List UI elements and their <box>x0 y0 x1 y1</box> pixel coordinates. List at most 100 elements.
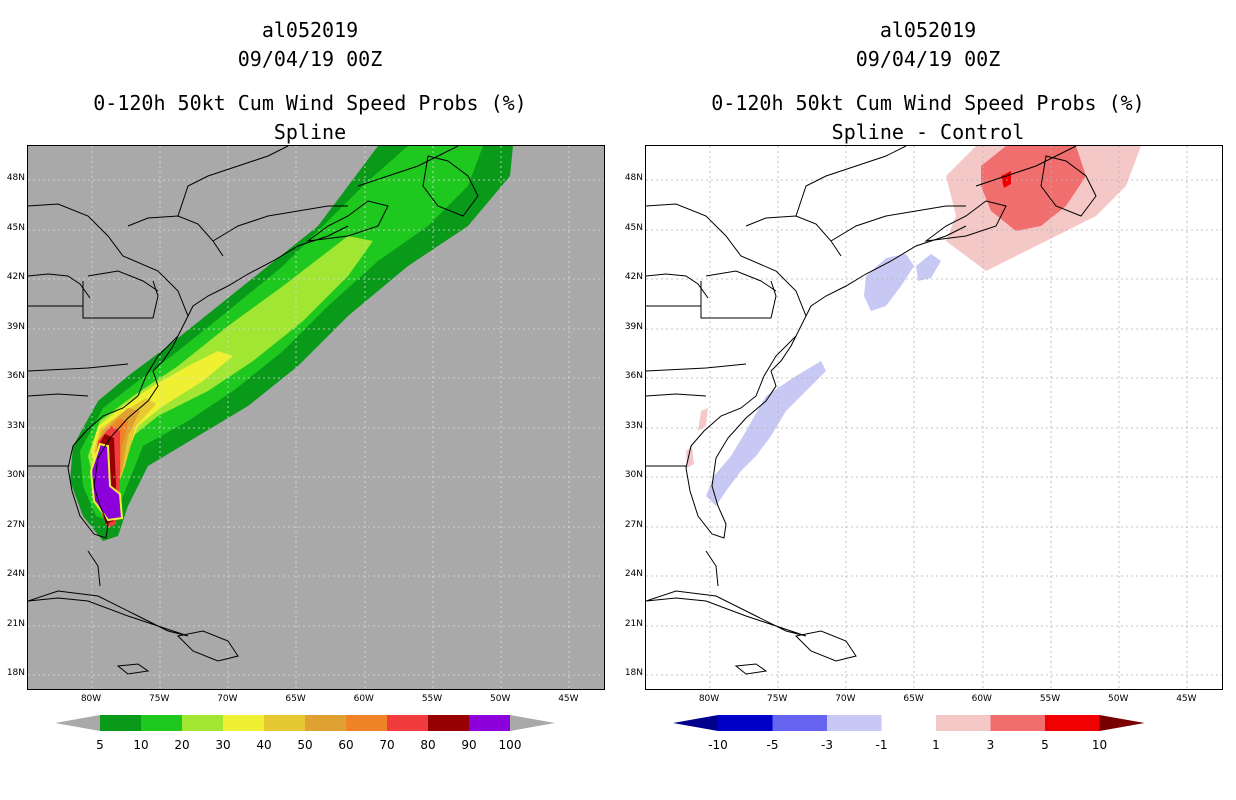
left-title-storm-id: al052019 <box>261 18 359 42</box>
lat-label: 39N <box>624 321 643 332</box>
right-colorbar <box>673 715 1145 731</box>
right-map-canvas <box>646 146 1222 689</box>
diff-blob-pos-a <box>698 408 708 431</box>
lon-label: 60W <box>353 694 374 704</box>
colorbar-label: -3 <box>821 738 833 752</box>
colorbar-swatch <box>223 715 264 731</box>
colorbar-label: 1 <box>932 738 940 752</box>
lat-label: 45N <box>6 222 25 233</box>
colorbar-label: 60 <box>338 738 354 752</box>
lon-label: 75W <box>767 694 788 704</box>
lat-label: 48N <box>624 173 643 183</box>
lat-label: 27N <box>624 519 643 530</box>
diff-band-neg1c <box>916 254 941 281</box>
left-map-canvas <box>28 146 604 689</box>
colorbar-right-arrow <box>510 715 555 731</box>
diff-band-pos3 <box>981 146 1086 231</box>
colorbar-label: 80 <box>420 738 436 752</box>
colorbar-swatch <box>990 715 1045 731</box>
left-title-product: 0-120h 50kt Cum Wind Speed Probs (%) <box>93 91 527 115</box>
right-title-method: Spline - Control <box>831 120 1025 144</box>
diff-blob-pos-b <box>686 446 694 468</box>
colorbar-swatch <box>881 715 936 731</box>
colorbar-swatch <box>1045 715 1100 731</box>
lat-label: 42N <box>624 272 643 282</box>
right-coastlines <box>646 146 1097 675</box>
colorbar-label: -10 <box>708 738 728 752</box>
lon-label: 65W <box>285 694 306 704</box>
lat-label: 36N <box>624 371 643 381</box>
lat-label: 36N <box>6 371 25 381</box>
lat-label: 33N <box>6 420 25 431</box>
colorbar-swatch <box>936 715 991 731</box>
lat-label: 18N <box>6 668 25 678</box>
right-grid <box>646 146 1222 689</box>
colorbar-label: 10 <box>1091 738 1108 752</box>
lon-label: 55W <box>1039 694 1061 704</box>
lat-label: 27N <box>6 519 25 530</box>
right-title-product: 0-120h 50kt Cum Wind Speed Probs (%) <box>711 91 1145 115</box>
colorbar-swatch <box>827 715 882 731</box>
diff-band-neg1a <box>706 361 826 506</box>
lon-label: 80W <box>80 694 102 704</box>
colorbar-swatch <box>264 715 305 731</box>
left-grid <box>28 146 604 689</box>
colorbar-swatch <box>428 715 469 731</box>
lon-label: 50W <box>1108 694 1129 704</box>
lat-label: 30N <box>6 470 25 480</box>
colorbar-label: 5 <box>1041 738 1049 752</box>
colorbar-label: 20 <box>174 738 190 752</box>
colorbar-label: 3 <box>986 738 995 752</box>
colorbar-label: -5 <box>766 738 779 752</box>
lat-label: 21N <box>6 618 25 629</box>
colorbar-swatch <box>182 715 223 731</box>
colorbar-swatch <box>718 715 773 731</box>
lat-label: 48N <box>6 173 25 183</box>
colorbar-swatch <box>387 715 428 731</box>
lat-label: 42N <box>6 272 25 282</box>
right-difference-map <box>645 145 1223 690</box>
left-title-method: Spline <box>273 120 347 144</box>
lon-label: 80W <box>698 694 720 704</box>
lat-label: 24N <box>6 569 25 579</box>
lon-label: 60W <box>971 694 992 704</box>
lon-label: 45W <box>558 694 579 704</box>
colorbar-swatch <box>305 715 346 731</box>
right-title-storm-id: al052019 <box>879 18 977 42</box>
left-probability-map <box>27 145 605 690</box>
lon-label: 70W <box>835 694 856 704</box>
lat-label: 24N <box>624 569 643 579</box>
lat-label: 39N <box>6 321 25 332</box>
colorbar-label: 40 <box>256 738 272 752</box>
lon-label: 65W <box>903 694 924 704</box>
colorbar-label: 10 <box>133 738 149 752</box>
lon-label: 45W <box>1176 694 1197 704</box>
colorbar-swatch <box>100 715 141 731</box>
prob-band-20 <box>88 236 373 506</box>
lat-label: 30N <box>624 470 643 480</box>
left-coastlines <box>28 146 479 675</box>
colorbar-label: 70 <box>379 738 395 752</box>
lon-label: 55W <box>421 694 443 704</box>
colorbar-swatch <box>469 715 510 731</box>
colorbar-swatch <box>346 715 387 731</box>
lon-label: 75W <box>149 694 170 704</box>
left-colorbar <box>55 715 555 731</box>
lat-label: 21N <box>624 618 643 629</box>
colorbar-swatch <box>141 715 182 731</box>
prob-band-5 <box>70 146 513 541</box>
colorbar-label: -1 <box>875 738 888 752</box>
colorbar-right-arrow <box>1099 715 1145 731</box>
colorbar-left-arrow <box>673 715 718 731</box>
colorbar-label: 5 <box>96 738 104 752</box>
left-title-datetime: 09/04/19 00Z <box>237 47 383 71</box>
colorbar-label: 90 <box>461 738 477 752</box>
colorbar-label: 50 <box>297 738 313 752</box>
right-title-datetime: 09/04/19 00Z <box>855 47 1001 71</box>
colorbar-label: 100 <box>498 738 522 752</box>
lon-label: 50W <box>490 694 511 704</box>
lat-label: 45N <box>624 222 643 233</box>
lat-label: 33N <box>624 420 643 431</box>
lon-label: 70W <box>217 694 238 704</box>
colorbar-left-arrow <box>55 715 100 731</box>
